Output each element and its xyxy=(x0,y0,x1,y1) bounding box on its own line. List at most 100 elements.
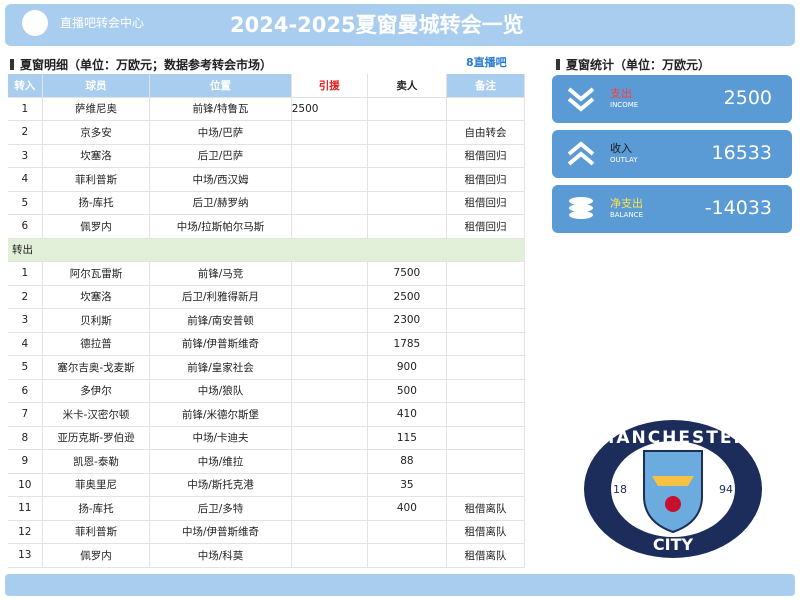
cell xyxy=(447,403,526,426)
cell: 前锋/伊普斯维奇 xyxy=(150,332,292,355)
table-row: 10 菲奥里尼 中场/斯托克港 35 xyxy=(8,473,526,497)
cell: 1785 xyxy=(368,332,447,355)
cell xyxy=(292,426,368,449)
column-header: 转入 xyxy=(8,74,43,97)
cell xyxy=(292,473,368,496)
table-row: 1 阿尔瓦雷斯 前锋/马竞 7500 xyxy=(8,262,526,286)
card-icon xyxy=(569,197,593,219)
table-row: 3 坎塞洛 后卫/巴萨 租借回归 xyxy=(8,144,526,168)
cell: 萨维尼奥 xyxy=(43,97,151,120)
cell: 500 xyxy=(368,379,447,402)
cell: 前锋/米德尔斯堡 xyxy=(150,403,292,426)
crest: MANCHESTER CITY 18 94 xyxy=(584,420,762,558)
card-value: 16533 xyxy=(711,142,772,164)
cell: 后卫/巴萨 xyxy=(150,144,292,167)
card-value: 2500 xyxy=(723,87,772,109)
cell: 佩罗内 xyxy=(43,544,151,567)
card-sub: OUTLAY xyxy=(610,156,638,164)
cell: 5 xyxy=(8,191,43,214)
cell xyxy=(292,309,368,332)
table-row: 2 坎塞洛 后卫/利雅得新月 2500 xyxy=(8,285,526,309)
cell: 10 xyxy=(8,473,43,496)
cell xyxy=(292,544,368,567)
cell: 5 xyxy=(8,356,43,379)
cell xyxy=(292,144,368,167)
table-row: 5 扬-库托 后卫/赫罗纳 租借回归 xyxy=(8,191,526,215)
cell: 前锋/南安普顿 xyxy=(150,309,292,332)
cell: 德拉普 xyxy=(43,332,151,355)
cell: 京多安 xyxy=(43,121,151,144)
cell: 1 xyxy=(8,97,43,120)
cell: 12 xyxy=(8,520,43,543)
card-label: 支出 xyxy=(610,87,632,100)
cell xyxy=(447,285,526,308)
cell: 租借离队 xyxy=(447,497,526,520)
card-icon xyxy=(567,87,595,112)
column-header: 引援 xyxy=(291,74,368,97)
cell: 8 xyxy=(8,426,43,449)
cell xyxy=(447,450,526,473)
cell xyxy=(447,309,526,332)
crest-right: 94 xyxy=(719,483,733,496)
cell: 2 xyxy=(8,285,43,308)
cell: 2 xyxy=(8,121,43,144)
crest-ship xyxy=(652,476,694,486)
cell xyxy=(368,121,447,144)
footer-bar xyxy=(5,574,795,596)
table-row: 7 米卡-汉密尔顿 前锋/米德尔斯堡 410 xyxy=(8,403,526,427)
cell: 中场/科莫 xyxy=(150,544,292,567)
table-row: 13 佩罗内 中场/科莫 租借离队 xyxy=(8,544,526,568)
cell: 400 xyxy=(368,497,447,520)
cell: 坎塞洛 xyxy=(43,285,151,308)
cell xyxy=(292,379,368,402)
header-bar xyxy=(5,4,795,46)
card-sub: INCOME xyxy=(610,101,639,109)
cell: 中场/斯托克港 xyxy=(150,473,292,496)
cell: 中场/卡迪夫 xyxy=(150,426,292,449)
logo-icon xyxy=(22,10,48,36)
cell: 1 xyxy=(8,262,43,285)
cell xyxy=(292,332,368,355)
table-row: 6 多伊尔 中场/狼队 500 xyxy=(8,379,526,403)
cell: 7 xyxy=(8,403,43,426)
cell: 租借回归 xyxy=(447,191,526,214)
detail-heading: 夏窗明细（单位：万欧元；数据参考转会市场） xyxy=(10,56,272,73)
card-label: 净支出 xyxy=(610,197,643,210)
table-row: 12 菲利普斯 中场/伊普斯维奇 租借离队 xyxy=(8,520,526,544)
cell xyxy=(368,215,447,238)
brand: 8直播吧 xyxy=(466,56,507,69)
cell: 中场/西汉姆 xyxy=(150,168,292,191)
cell: 租借回归 xyxy=(447,215,526,238)
cell: 凯恩-泰勒 xyxy=(43,450,151,473)
table-row: 6 佩罗内 中场/拉斯帕尔马斯 租借回归 xyxy=(8,215,526,239)
stat-card: 净支出 BALANCE -14033 xyxy=(552,185,792,233)
cell: 租借回归 xyxy=(447,144,526,167)
cell: 前锋/特鲁瓦 xyxy=(150,97,292,120)
cell: 塞尔吉奥-戈麦斯 xyxy=(43,356,151,379)
cell: 410 xyxy=(368,403,447,426)
cell: 租借离队 xyxy=(447,544,526,567)
card-sub: BALANCE xyxy=(610,211,643,219)
cell xyxy=(447,426,526,449)
cell xyxy=(292,121,368,144)
cell: 2300 xyxy=(368,309,447,332)
stats-heading: 夏窗统计（单位：万欧元） xyxy=(556,56,710,73)
cell: 贝利斯 xyxy=(43,309,151,332)
cell: 菲奥里尼 xyxy=(43,473,151,496)
cell: 9 xyxy=(8,450,43,473)
card-value: -14033 xyxy=(704,197,772,219)
crest-top: MANCHESTER xyxy=(597,428,748,448)
stat-card: 支出 INCOME 2500 xyxy=(552,75,792,123)
cell xyxy=(292,520,368,543)
cell xyxy=(447,473,526,496)
cell: 3 xyxy=(8,144,43,167)
cell xyxy=(368,191,447,214)
cell: 菲利普斯 xyxy=(43,520,151,543)
cell: 扬-库托 xyxy=(43,191,151,214)
cell: 900 xyxy=(368,356,447,379)
cell xyxy=(292,403,368,426)
crest-shield xyxy=(643,450,703,534)
table-row: 3 贝利斯 前锋/南安普顿 2300 xyxy=(8,309,526,333)
cell: 前锋/皇家社会 xyxy=(150,356,292,379)
